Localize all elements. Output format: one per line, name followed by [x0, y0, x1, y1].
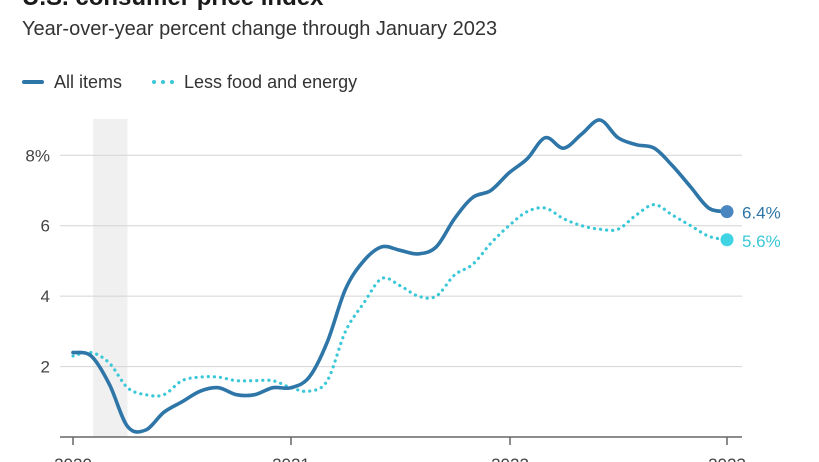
x-tick-label-2020: 2020: [54, 455, 92, 462]
series-line-all-items: [71, 118, 729, 434]
end-marker-core: [720, 233, 734, 247]
y-tick-label-2: 2: [41, 358, 50, 377]
legend-item-core: Less food and energy: [152, 72, 357, 93]
y-tick-label-8: 8%: [25, 146, 50, 165]
x-tick-label-2022: 2022: [491, 455, 529, 462]
legend-label-all-items: All items: [54, 71, 123, 92]
chart-title: U.S. consumer price index: [22, 0, 323, 12]
y-tick-label-6: 6: [41, 217, 50, 236]
y-tick-label-4: 4: [41, 287, 50, 306]
legend-label-core: Less food and energy: [184, 71, 358, 92]
x-tick-label-2023: 2023: [708, 455, 746, 462]
series-line-less-food-energy: [71, 203, 729, 398]
end-label-all-items: 6.4%: [742, 204, 781, 223]
x-tick-label-2021: 2021: [272, 455, 310, 462]
legend-item-all-items: All items: [22, 72, 122, 93]
legend-swatch-solid: [22, 80, 44, 84]
chart-subtitle: Year-over-year percent change through Ja…: [22, 18, 498, 40]
end-marker-all-items: [720, 205, 734, 219]
legend-swatch-dotted: [152, 80, 175, 84]
chart-legend: All items Less food and energy: [22, 70, 387, 94]
end-label-core: 5.6%: [742, 232, 781, 251]
